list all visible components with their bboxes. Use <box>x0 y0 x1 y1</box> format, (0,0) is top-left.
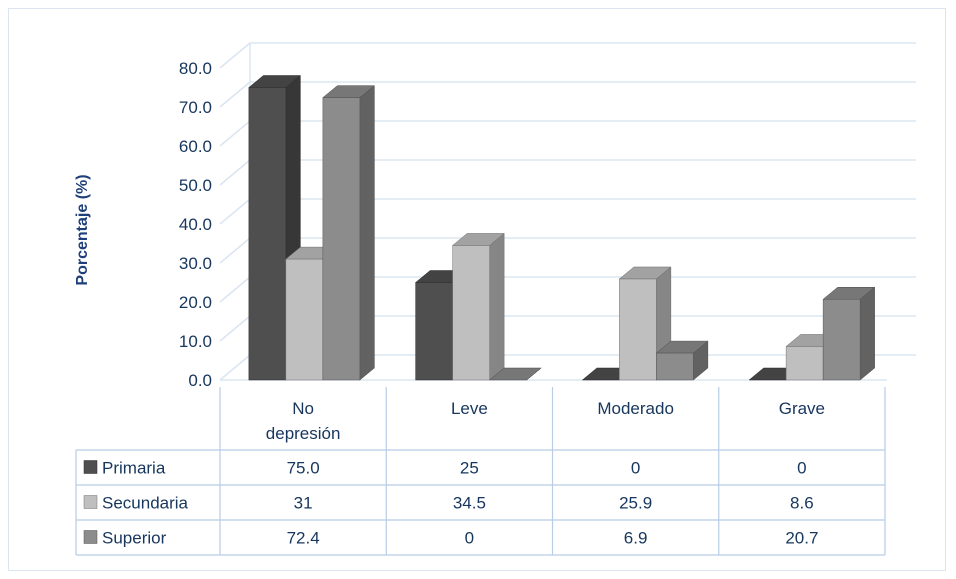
y-tick-label: 60.0 <box>179 137 212 156</box>
bar-side <box>859 286 875 381</box>
category-label: No <box>292 399 314 418</box>
data-cell: 31 <box>294 494 313 513</box>
y-tick-label: 70.0 <box>179 98 212 117</box>
bar-front <box>822 299 861 381</box>
data-cell: 75.0 <box>287 459 320 478</box>
data-cell: 34.5 <box>453 494 486 513</box>
y-axis-label: Porcentaje (%) <box>74 174 91 285</box>
gridline-diagonal <box>219 42 251 69</box>
bar <box>822 286 876 381</box>
gridline-diagonal <box>219 159 251 186</box>
y-tick-label: 10.0 <box>179 332 212 351</box>
bar-front <box>656 352 694 381</box>
bar-top <box>488 367 542 381</box>
y-tick-label: 20.0 <box>179 293 212 312</box>
legend-key <box>83 530 98 544</box>
bar-front <box>452 245 490 381</box>
gridline-diagonal <box>219 81 251 108</box>
legend-key <box>83 460 98 474</box>
data-cell: 72.4 <box>287 529 320 548</box>
data-cell: 0 <box>465 529 474 548</box>
bar <box>655 340 709 381</box>
category-label: Leve <box>451 399 488 418</box>
bar-front <box>415 282 453 381</box>
bar <box>451 232 505 381</box>
data-cell: 6.9 <box>624 529 648 548</box>
series-label: Primaria <box>102 459 166 478</box>
bar-front <box>322 97 361 381</box>
category-label: depresión <box>266 424 341 443</box>
y-tick-label: 50.0 <box>179 176 212 195</box>
y-tick-label: 40.0 <box>179 215 212 234</box>
gridline-diagonal <box>219 120 251 147</box>
bars <box>248 74 876 381</box>
gridline-diagonal <box>219 198 251 225</box>
bar-front <box>248 87 287 381</box>
y-tick-label: 80.0 <box>179 59 212 78</box>
bar <box>322 85 376 381</box>
bar-side <box>489 232 505 381</box>
gridline-diagonal <box>219 237 251 264</box>
gridline-diagonal <box>219 315 251 342</box>
data-cell: 20.7 <box>785 529 818 548</box>
category-label: Moderado <box>597 399 674 418</box>
bar-front <box>285 258 324 381</box>
data-cell: 0 <box>797 459 806 478</box>
data-cell: 0 <box>631 459 640 478</box>
data-cell: 8.6 <box>790 494 814 513</box>
bar-front <box>619 278 657 381</box>
category-label: Grave <box>779 399 825 418</box>
data-table: No depresión Leve Moderado Grave Primaria 75.0… <box>75 387 886 556</box>
chart-frame <box>8 8 946 571</box>
data-cell: 25 <box>460 459 479 478</box>
y-tick-label: 0.0 <box>188 371 212 390</box>
bar-front <box>785 346 824 381</box>
gridline-diagonal <box>219 276 251 303</box>
legend-key <box>83 495 98 509</box>
bar <box>488 367 542 381</box>
bar-side <box>359 85 375 381</box>
series-label: Secundaria <box>102 494 189 513</box>
y-axis: 0.0 10.0 20.0 30.0 40.0 50.0 60.0 70.0 80.0 <box>179 59 212 390</box>
series-label: Superior <box>102 529 167 548</box>
data-cell: 25.9 <box>619 494 652 513</box>
y-tick-label: 30.0 <box>179 254 212 273</box>
gridline-diagonal <box>219 354 251 381</box>
